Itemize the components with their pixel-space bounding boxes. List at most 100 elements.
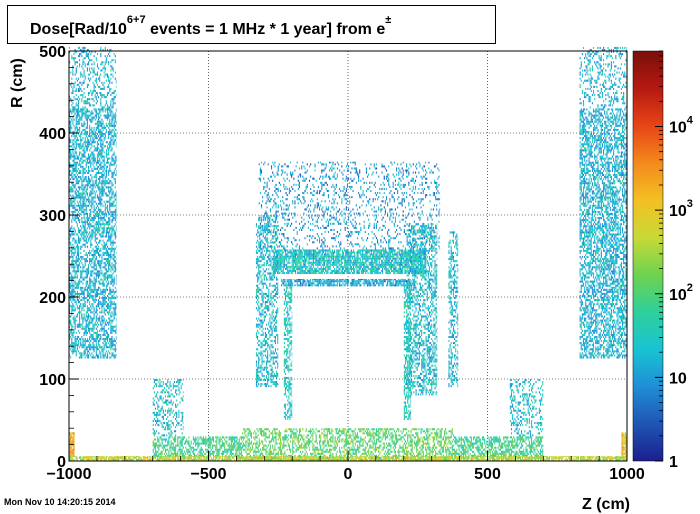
heatmap-cell bbox=[92, 133, 94, 136]
heatmap-cell bbox=[592, 321, 595, 324]
heatmap-cell bbox=[591, 141, 593, 144]
heatmap-cell bbox=[104, 145, 106, 148]
heatmap-cell bbox=[603, 231, 605, 234]
heatmap-cell bbox=[599, 174, 601, 177]
heatmap-cell bbox=[71, 342, 73, 345]
heatmap-cell bbox=[113, 124, 115, 127]
heatmap-cell bbox=[595, 206, 597, 209]
heatmap-cell bbox=[579, 319, 581, 322]
heatmap-cell bbox=[112, 313, 114, 316]
heatmap-cell bbox=[582, 200, 585, 203]
heatmap-cell bbox=[79, 89, 81, 92]
heatmap-cell bbox=[84, 225, 86, 228]
heatmap-cell bbox=[84, 102, 86, 105]
heatmap-cell bbox=[72, 278, 74, 281]
heatmap-cell bbox=[592, 133, 595, 136]
heatmap-cell bbox=[106, 223, 109, 226]
heatmap-cell bbox=[79, 87, 81, 90]
heatmap-cell bbox=[96, 331, 99, 334]
heatmap-cell bbox=[600, 124, 602, 127]
heatmap-cell bbox=[91, 178, 93, 181]
heatmap-cell bbox=[594, 147, 596, 150]
heatmap-cell bbox=[76, 83, 78, 86]
heatmap-cell bbox=[109, 264, 111, 267]
heatmap-cell bbox=[79, 130, 81, 133]
heatmap-cell bbox=[99, 286, 101, 289]
heatmap-cell bbox=[75, 161, 77, 164]
heatmap-cell bbox=[81, 133, 83, 136]
heatmap-cell bbox=[102, 204, 104, 207]
heatmap-cell bbox=[594, 260, 596, 263]
heatmap-cell bbox=[115, 159, 117, 162]
heatmap-cell bbox=[115, 297, 117, 300]
heatmap-cell bbox=[115, 215, 117, 218]
heatmap-cell bbox=[77, 112, 80, 115]
heatmap-cell bbox=[600, 264, 602, 267]
heatmap-cell bbox=[83, 155, 85, 158]
heatmap-cell bbox=[102, 178, 104, 181]
heatmap-cell bbox=[114, 217, 116, 220]
heatmap-cell bbox=[70, 321, 72, 324]
heatmap-cell bbox=[99, 301, 101, 304]
heatmap-cell bbox=[105, 100, 107, 103]
heatmap-cell bbox=[599, 178, 601, 181]
heatmap-cell bbox=[582, 210, 585, 213]
heatmap-cell bbox=[112, 92, 114, 95]
heatmap-cell bbox=[590, 155, 592, 158]
heatmap-cell bbox=[86, 235, 88, 238]
heatmap-cell bbox=[598, 149, 600, 152]
heatmap-cell bbox=[72, 87, 74, 90]
heatmap-cell bbox=[82, 231, 84, 234]
heatmap-cell bbox=[87, 167, 90, 170]
heatmap-cell bbox=[83, 294, 85, 297]
heatmap-cell bbox=[587, 342, 589, 345]
heatmap-cell bbox=[94, 231, 96, 234]
heatmap-cell bbox=[86, 325, 88, 328]
heatmap-cell bbox=[79, 301, 81, 304]
heatmap-cell bbox=[91, 169, 93, 172]
heatmap-cell bbox=[81, 194, 83, 197]
heatmap-cell bbox=[598, 139, 600, 142]
heatmap-cell bbox=[89, 192, 91, 195]
heatmap-cell bbox=[82, 221, 84, 224]
heatmap-cell bbox=[89, 323, 91, 326]
heatmap-cell bbox=[91, 260, 93, 263]
heatmap-cell bbox=[85, 327, 87, 330]
heatmap-cell bbox=[598, 57, 600, 60]
heatmap-cell bbox=[114, 178, 116, 181]
heatmap-cell bbox=[108, 235, 110, 238]
heatmap-cell bbox=[105, 223, 107, 226]
heatmap-cell bbox=[595, 258, 597, 261]
heatmap-cell bbox=[87, 94, 90, 97]
heatmap-cell bbox=[75, 301, 77, 304]
heatmap-cell bbox=[100, 100, 102, 103]
heatmap-cell bbox=[115, 282, 117, 285]
heatmap-cell bbox=[103, 290, 105, 293]
heatmap-cell bbox=[115, 354, 117, 357]
heatmap-cell bbox=[591, 282, 593, 285]
heatmap-cell bbox=[113, 247, 115, 250]
heatmap-cell bbox=[73, 186, 75, 189]
heatmap-cell bbox=[104, 176, 106, 179]
heatmap-cell bbox=[591, 51, 593, 54]
heatmap-cell bbox=[102, 133, 104, 136]
heatmap-cell bbox=[584, 307, 586, 310]
heatmap-cell bbox=[597, 135, 599, 138]
heatmap-cell bbox=[84, 276, 86, 279]
heatmap-cell bbox=[86, 141, 88, 144]
heatmap-cell bbox=[90, 71, 92, 74]
heatmap-cell bbox=[71, 350, 73, 353]
heatmap-cell bbox=[71, 176, 73, 179]
heatmap-cell bbox=[115, 294, 117, 297]
heatmap-cell bbox=[109, 288, 111, 291]
heatmap-cell bbox=[75, 69, 77, 72]
heatmap-cell bbox=[114, 354, 116, 357]
heatmap-cell bbox=[584, 297, 586, 300]
heatmap-cell bbox=[102, 266, 104, 269]
heatmap-cell bbox=[579, 237, 581, 240]
heatmap-cell bbox=[599, 163, 601, 166]
heatmap-cell bbox=[71, 262, 73, 265]
heatmap-cell bbox=[109, 190, 111, 193]
heatmap-cell bbox=[579, 335, 581, 338]
heatmap-cell bbox=[580, 61, 582, 64]
